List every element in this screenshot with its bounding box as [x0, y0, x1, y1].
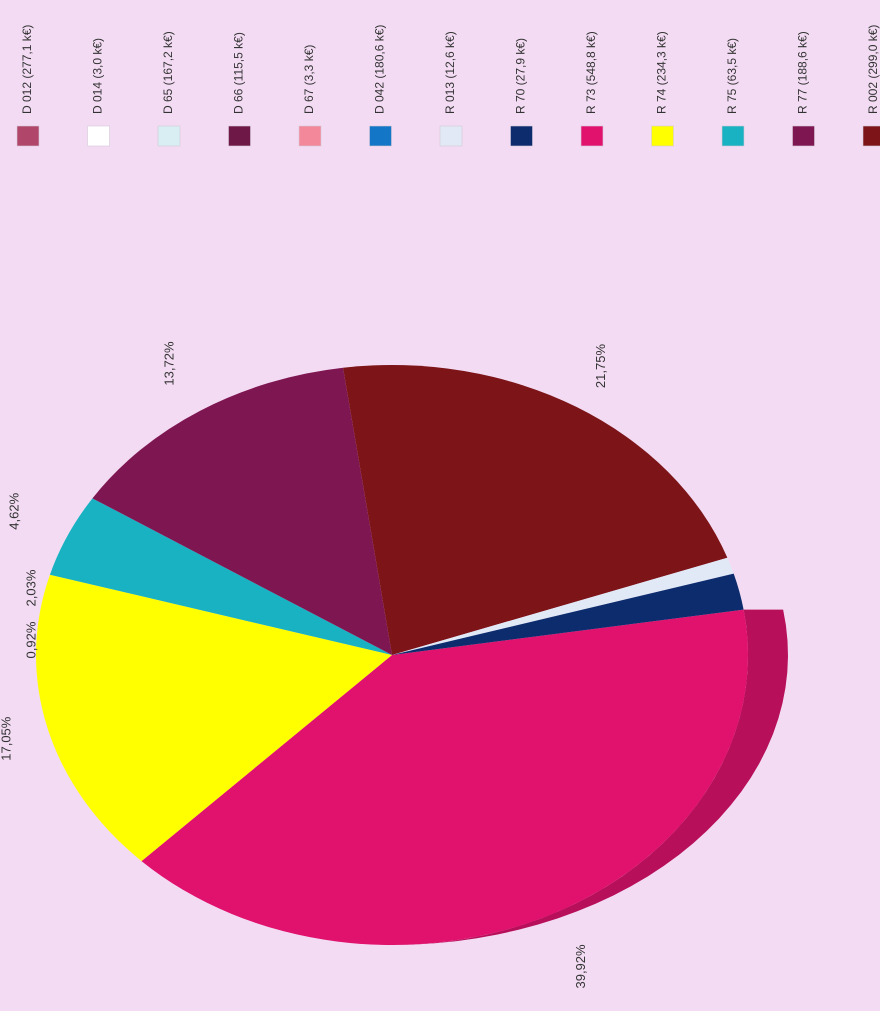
legend-item: R 70 (27,9 k€) — [510, 38, 533, 147]
pie — [35, 365, 788, 945]
pie-slice — [49, 498, 392, 655]
legend-label: R 74 (234,3 k€) — [655, 31, 669, 114]
legend-item: R 002 (299,0 k€) — [862, 25, 880, 147]
legend-label: D 66 (115,5 k€) — [232, 32, 246, 114]
legend-item: D 66 (115,5 k€) — [228, 32, 251, 147]
pie-slice — [392, 557, 734, 655]
legend-label: D 014 (3,0 k€) — [91, 38, 105, 114]
legend-swatch — [87, 125, 110, 147]
legend-label: R 002 (299,0 k€) — [866, 25, 880, 114]
legend-item: R 74 (234,3 k€) — [651, 31, 674, 147]
legend-swatch — [228, 125, 251, 147]
legend: D 012 (277,1 k€) D 014 (3,0 k€) D 65 (167,… — [16, 25, 880, 147]
pie-slice — [392, 573, 744, 655]
slice-percent-label: 39,92% — [573, 944, 588, 989]
slice-side — [392, 609, 788, 945]
slice-percent-label: 0,92% — [23, 621, 38, 658]
legend-swatch — [439, 125, 463, 147]
legend-label: R 70 (27,9 k€) — [514, 38, 528, 114]
legend-swatch — [580, 125, 604, 147]
pie-slice — [141, 609, 749, 945]
legend-label: R 77 (188,6 k€) — [796, 31, 810, 114]
legend-item: D 65 (167,2 k€) — [157, 31, 181, 147]
legend-swatch — [651, 125, 674, 147]
legend-swatch — [792, 125, 815, 147]
slice-percent-label: 21,75% — [593, 344, 608, 389]
legend-swatch — [369, 125, 392, 147]
legend-item: D 67 (3,3 k€) — [298, 45, 322, 147]
legend-item: D 042 (180,6 k€) — [369, 25, 392, 147]
pie-slice — [35, 574, 392, 862]
pie-slice — [92, 367, 393, 655]
legend-label: R 013 (12,6 k€) — [443, 31, 457, 114]
legend-item: R 73 (548,8 k€) — [580, 31, 604, 147]
legend-item: D 012 (277,1 k€) — [16, 25, 40, 147]
legend-swatch — [298, 125, 322, 147]
legend-label: D 67 (3,3 k€) — [302, 45, 316, 114]
legend-item: R 75 (63,5 k€) — [721, 38, 745, 147]
slice-percent-label: 2,03% — [23, 569, 38, 606]
legend-swatch — [721, 125, 745, 147]
legend-label: D 042 (180,6 k€) — [373, 25, 387, 114]
legend-swatch — [862, 125, 880, 147]
legend-swatch — [510, 125, 533, 147]
legend-swatch — [157, 125, 181, 147]
legend-label: D 012 (277,1 k€) — [20, 25, 34, 114]
slice-percent-label: 17,05% — [0, 716, 13, 761]
legend-label: D 65 (167,2 k€) — [161, 31, 175, 114]
legend-label: R 73 (548,8 k€) — [584, 31, 598, 114]
pie-slice — [343, 365, 728, 655]
legend-item: R 013 (12,6 k€) — [439, 31, 463, 147]
slice-percent-label: 4,62% — [6, 492, 21, 529]
legend-item: R 77 (188,6 k€) — [792, 31, 815, 147]
legend-label: R 75 (63,5 k€) — [725, 38, 739, 114]
pie-side — [392, 609, 788, 945]
slice-percent-label: 13,72% — [161, 341, 176, 386]
legend-swatch — [16, 125, 40, 147]
legend-item: D 014 (3,0 k€) — [87, 38, 110, 147]
data-labels: 39,92% 17,05% 4,62% 13,72% 21,75% 0,92% 2,03% — [0, 341, 608, 988]
